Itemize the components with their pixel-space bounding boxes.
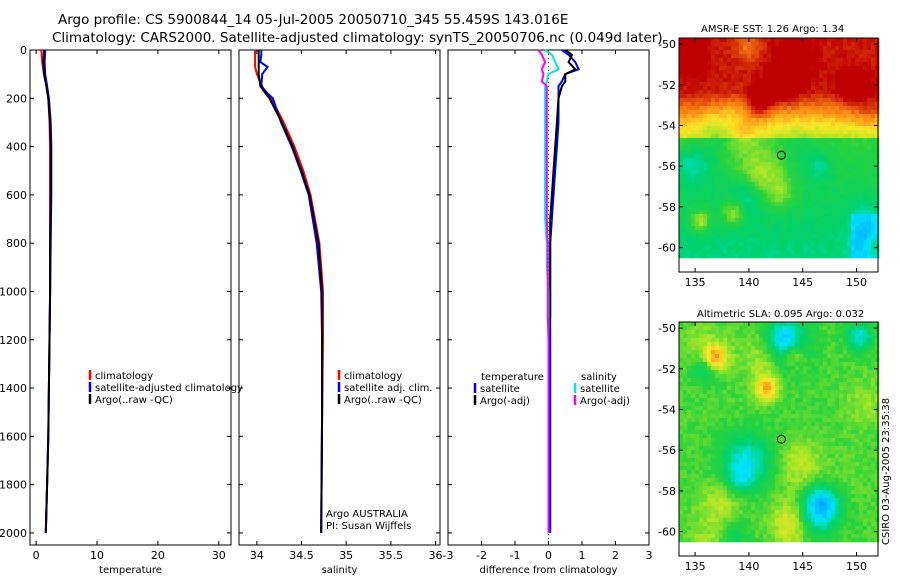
sla_map-ytick-label: -52 [658, 363, 676, 376]
salinity-xlabel: salinity [322, 565, 358, 576]
sst_map-xtick-label: 145 [792, 276, 813, 289]
salinity-xtick-label: 34 [250, 549, 264, 562]
sla-map-title: Altimetric SLA: 0.095 Argo: 0.032 [697, 309, 865, 320]
sla_map-ytick-label: -60 [658, 526, 676, 539]
depth-tick-label: 1600 [0, 430, 27, 443]
sst_map-xtick-label: 150 [846, 276, 867, 289]
difference-series-blue [549, 49, 580, 533]
sst_map-ytick-label: -52 [658, 79, 676, 92]
salinity-series-black [257, 50, 324, 533]
depth-tick-label: 1400 [0, 382, 27, 395]
sla_map-ytick-label: -54 [658, 403, 676, 416]
depth-tick-label: 200 [6, 92, 27, 105]
sla_map-argo-marker [776, 434, 786, 444]
salinity-legend-satellite: satellite adj. clim. [344, 383, 433, 394]
diff-legend-temp-satellite: satellite [480, 384, 520, 395]
salinity-legend-argo: Argo(..raw -QC) [344, 395, 422, 406]
temperature-xtick-label: 0 [33, 549, 40, 562]
difference-xtick-label: 1 [579, 549, 586, 562]
sla_map-xtick-label: 140 [738, 560, 759, 573]
temperature-legend-satellite: satellite-adjusted climatology [95, 383, 243, 394]
salinity-xtick-label: 35 [339, 549, 353, 562]
depth-tick-label: 0 [20, 44, 27, 57]
sst_map-ytick-label: -58 [658, 201, 676, 214]
diff-legend-temp-argo: Argo(-adj) [480, 396, 530, 407]
depth-tick-label: 2000 [0, 527, 27, 540]
sla_map-cells [679, 322, 880, 543]
sla_map-xtick-label: 150 [846, 560, 867, 573]
sla_map-frame [678, 321, 879, 557]
sst_map-xtick-label: 135 [685, 276, 706, 289]
sst_map-argo-marker [776, 150, 786, 160]
difference-xtick-label: 3 [646, 549, 653, 562]
depth-tick-label: 400 [6, 141, 27, 154]
temperature-legend-climatology: climatology [95, 371, 153, 382]
salinity-axes-frame [238, 49, 441, 546]
diff-legend-sal-argo: Argo(-adj) [580, 396, 630, 407]
sla_map-xtick-label: 135 [685, 560, 706, 573]
difference-xtick-label: 0 [545, 549, 552, 562]
temperature-legend-argo: Argo(..raw -QC) [95, 395, 173, 406]
temperature-xlabel: temperature [99, 565, 162, 576]
difference-xtick-label: 2 [612, 549, 619, 562]
figure-title-line2: Climatology: CARS2000. Satellite-adjuste… [52, 30, 663, 46]
salinity-series-blue [259, 50, 324, 533]
temperature-series-red [40, 49, 52, 533]
pi-annotation: PI: Susan Wijffels [326, 521, 411, 532]
sla_map-xtick-label: 145 [792, 560, 813, 573]
salinity-legend-climatology: climatology [344, 371, 402, 382]
diff-legend-temperature-header: temperature [481, 372, 544, 383]
diff-legend-sal-satellite: satellite [580, 384, 620, 395]
depth-tick-label: 800 [6, 237, 27, 250]
sst_map-ytick-label: -50 [658, 38, 676, 51]
depth-tick-label: 1200 [0, 334, 27, 347]
salinity-xtick-label: 36 [429, 549, 443, 562]
sst-map-title: AMSR-E SST: 1.26 Argo: 1.34 [701, 24, 845, 35]
depth-tick-label: 600 [6, 189, 27, 202]
sla_map-ytick-label: -56 [658, 444, 676, 457]
diff-legend-salinity-header: salinity [581, 372, 617, 383]
figure-title-line1: Argo profile: CS 5900844_14 05-Jul-2005 … [58, 12, 569, 28]
difference-xlabel: difference from climatology [480, 565, 618, 576]
depth-tick-label: 1800 [0, 479, 27, 492]
temperature-xtick-label: 10 [90, 549, 104, 562]
temperature-xtick-label: 20 [151, 549, 165, 562]
sst_map-xtick-label: 140 [738, 276, 759, 289]
sla_map-ytick-label: -50 [658, 322, 676, 335]
sst_map-ytick-label: -60 [658, 242, 676, 255]
depth-tick-label: 1000 [0, 285, 27, 298]
difference-xtick-label: -3 [443, 549, 454, 562]
sst_map-frame [678, 37, 879, 273]
salinity-series-red [254, 50, 324, 533]
temperature-xtick-label: 30 [212, 549, 226, 562]
sst_map-ytick-label: -56 [658, 160, 676, 173]
argo-program-annotation: Argo AUSTRALIA [326, 509, 408, 520]
difference-xtick-label: -2 [476, 549, 487, 562]
salinity-xtick-label: 35.5 [379, 549, 404, 562]
difference-xtick-label: -1 [510, 549, 521, 562]
difference-series-magenta [537, 49, 550, 533]
sla_map-ytick-label: -58 [658, 485, 676, 498]
sst_map-ytick-label: -54 [658, 119, 676, 132]
temperature-axes-frame [29, 49, 232, 546]
sst_map-cells [679, 38, 880, 259]
difference-series-black [547, 49, 577, 533]
temperature-series-black [42, 50, 52, 533]
salinity-xtick-label: 34.5 [289, 549, 314, 562]
